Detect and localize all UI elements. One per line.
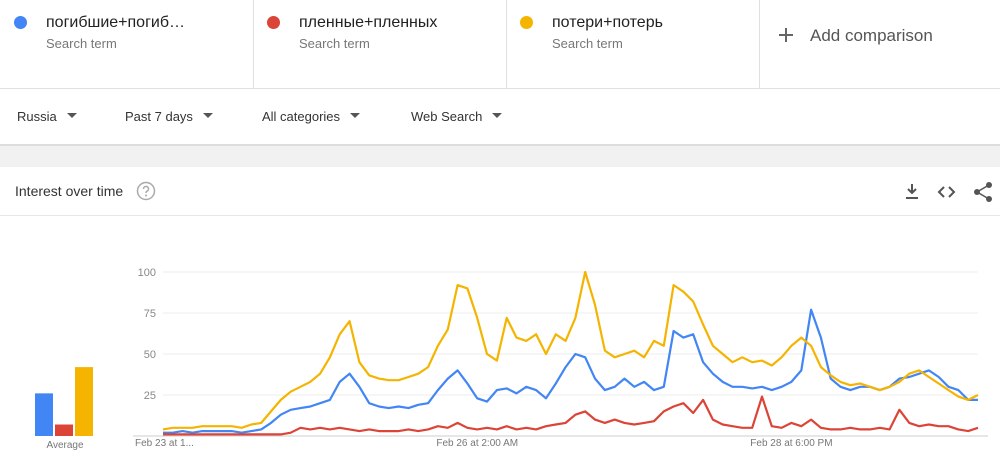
term[interactable]: погибшие+погиб… Search term xyxy=(0,0,254,88)
x-tick-label: Feb 26 at 2:00 AM xyxy=(436,438,518,449)
plus-icon xyxy=(779,28,793,42)
term[interactable]: пленные+пленных Search term xyxy=(253,0,507,88)
x-tick-label: Feb 23 at 1... xyxy=(135,438,194,449)
dot xyxy=(14,16,27,29)
filter[interactable]: Past 7 days xyxy=(125,109,213,124)
average-label: Average xyxy=(46,440,84,451)
section-title: Interest over time xyxy=(15,183,124,199)
term-name: пленные+пленных xyxy=(299,14,438,31)
share-icon[interactable] xyxy=(974,182,992,202)
toolbar-icons xyxy=(906,182,992,202)
filter[interactable]: Russia xyxy=(17,109,77,124)
divider xyxy=(0,215,1000,216)
term-sub: Search term xyxy=(552,36,623,51)
dot xyxy=(520,16,533,29)
term-sub: Search term xyxy=(46,36,117,51)
filter[interactable]: Web Search xyxy=(411,109,502,124)
term-sub: Search term xyxy=(299,36,370,51)
y-tick-label: 50 xyxy=(144,349,156,361)
term[interactable]: потери+потерь Search term xyxy=(506,0,760,88)
embed-icon[interactable] xyxy=(937,186,956,198)
average-bar xyxy=(55,424,73,436)
series-line xyxy=(163,395,979,436)
help-icon[interactable] xyxy=(136,181,156,201)
series-line xyxy=(163,308,978,434)
card: Interest over time xyxy=(0,167,1000,461)
filters: Russia Past 7 days All categories Web Se… xyxy=(0,89,1000,146)
term-name: погибшие+погиб… xyxy=(46,14,186,31)
dot xyxy=(267,16,280,29)
average-bar xyxy=(75,367,93,436)
search-terms: погибшие+погиб… Search term пленные+пленн… xyxy=(0,0,1000,89)
download-icon[interactable] xyxy=(906,184,918,199)
y-tick-label: 75 xyxy=(144,308,156,320)
series-line xyxy=(162,270,979,431)
y-tick-label: 100 xyxy=(138,267,156,279)
y-tick-label: 25 xyxy=(144,390,156,402)
term-name: потери+потерь xyxy=(552,14,663,31)
x-tick-label: Feb 28 at 6:00 PM xyxy=(750,438,832,449)
filter[interactable]: All categories xyxy=(262,109,360,124)
add-comparison[interactable]: Add comparison xyxy=(810,26,933,45)
average-bar xyxy=(35,393,53,436)
